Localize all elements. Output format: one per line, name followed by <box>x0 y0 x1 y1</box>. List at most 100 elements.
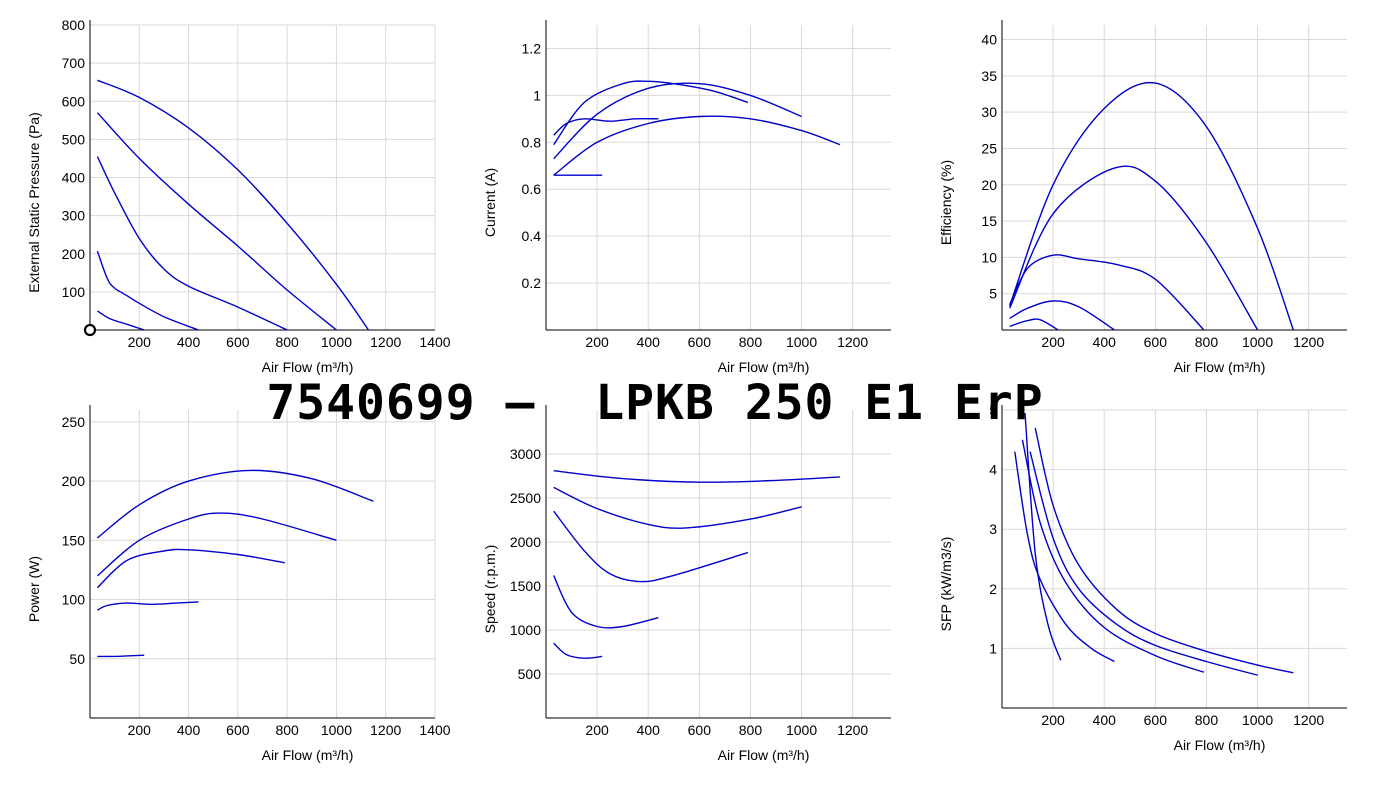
y-tick-label: 800 <box>62 17 86 33</box>
series-line-2 <box>96 512 337 577</box>
y-tick-label: 3000 <box>510 446 541 462</box>
series-line-2 <box>1009 165 1259 331</box>
y-tick-label: 35 <box>981 68 997 84</box>
series-line-4 <box>96 250 199 331</box>
x-tick-label: 800 <box>739 334 763 350</box>
y-axis-label: Current (A) <box>482 168 498 237</box>
chart-6: 200 400 600 800 1000 1200 1 2 3 4 5 Air Flow (m³/h)… <box>938 402 1347 753</box>
x-tick-label: 400 <box>637 334 661 350</box>
y-tick-label: 1000 <box>510 622 541 638</box>
y-tick-label: 1 <box>533 87 541 103</box>
series-line-1 <box>553 470 840 483</box>
x-tick-label: 600 <box>688 334 712 350</box>
y-tick-label: 500 <box>518 666 542 682</box>
x-tick-label: 1200 <box>1293 712 1324 728</box>
x-tick-label: 1000 <box>1242 334 1273 350</box>
y-tick-label: 15 <box>981 213 997 229</box>
x-tick-label: 600 <box>226 334 250 350</box>
y-tick-label: 0.4 <box>522 228 542 244</box>
series-line-2 <box>1029 451 1258 676</box>
y-tick-label: 20 <box>981 177 997 193</box>
x-axis-label: Air Flow (m³/h) <box>718 359 810 375</box>
series-line-3 <box>1021 439 1205 673</box>
y-axis-label: Efficiency (%) <box>938 160 954 245</box>
origin-marker[interactable] <box>83 323 97 337</box>
x-axis-label: Air Flow (m³/h) <box>262 747 354 763</box>
series-line-3 <box>553 80 749 146</box>
series-line-3 <box>96 548 285 589</box>
x-tick-label: 1200 <box>370 334 401 350</box>
x-tick-label: 600 <box>1144 712 1168 728</box>
x-tick-label: 200 <box>128 722 152 738</box>
x-tick-label: 200 <box>1041 334 1065 350</box>
y-tick-label: 25 <box>981 140 997 156</box>
y-tick-label: 100 <box>62 592 86 608</box>
x-tick-label: 1000 <box>786 334 817 350</box>
x-tick-label: 1000 <box>786 722 817 738</box>
y-tick-label: 500 <box>62 131 86 147</box>
y-tick-label: 0.2 <box>522 275 542 291</box>
x-tick-label: 1200 <box>1293 334 1324 350</box>
series-line-5 <box>1009 318 1059 331</box>
series-line-1 <box>1009 81 1294 331</box>
y-tick-label: 4 <box>989 462 997 478</box>
x-tick-label: 200 <box>585 334 609 350</box>
series-line-4 <box>1009 300 1115 331</box>
series-line-5 <box>553 642 603 659</box>
series-line-5 <box>97 654 145 658</box>
y-tick-label: 5 <box>989 286 997 302</box>
y-tick-label: 10 <box>981 249 997 265</box>
y-tick-label: 30 <box>981 104 997 120</box>
y-tick-label: 2500 <box>510 490 541 506</box>
y-tick-label: 250 <box>62 414 86 430</box>
y-tick-label: 100 <box>62 284 86 300</box>
x-tick-label: 800 <box>275 722 299 738</box>
x-tick-label: 400 <box>1093 334 1117 350</box>
x-tick-label: 1200 <box>370 722 401 738</box>
series-line-2 <box>553 486 802 529</box>
x-tick-label: 800 <box>1195 334 1219 350</box>
x-tick-label: 600 <box>688 722 712 738</box>
y-tick-label: 50 <box>69 651 85 667</box>
x-tick-label: 800 <box>739 722 763 738</box>
y-tick-label: 3 <box>989 521 997 537</box>
y-tick-label: 1.2 <box>522 40 542 56</box>
x-axis-label: Air Flow (m³/h) <box>1174 359 1266 375</box>
x-tick-label: 400 <box>1093 712 1117 728</box>
chart-4: 200 400 600 800 1000 1200 1400 50 100 150 200 250 Ai… <box>26 405 451 763</box>
series-line-1 <box>96 469 374 539</box>
y-tick-label: 600 <box>62 93 86 109</box>
y-tick-label: 1 <box>989 640 997 656</box>
x-axis-label: Air Flow (m³/h) <box>718 747 810 763</box>
chart-5: 200 400 600 800 1000 1200 500 1000 1500 2000 2500 3… <box>482 405 891 763</box>
series-line-1 <box>1034 427 1294 674</box>
x-tick-label: 1000 <box>1242 712 1273 728</box>
y-tick-label: 200 <box>62 246 86 262</box>
series-line-1 <box>553 115 841 176</box>
x-tick-label: 800 <box>275 334 299 350</box>
x-tick-label: 400 <box>637 722 661 738</box>
y-tick-label: 2 <box>989 581 997 597</box>
y-tick-label: 300 <box>62 208 86 224</box>
series-line-5 <box>1024 412 1062 661</box>
series-line-5 <box>97 310 145 331</box>
main-title: 7540699 – LPKB 250 E1 ErP <box>266 375 1044 431</box>
series-line-2 <box>96 112 337 331</box>
x-tick-label: 400 <box>177 722 201 738</box>
x-tick-label: 800 <box>1195 712 1219 728</box>
x-tick-label: 200 <box>128 334 152 350</box>
y-tick-label: 40 <box>981 32 997 48</box>
x-axis-label: Air Flow (m³/h) <box>1174 737 1266 753</box>
x-tick-label: 600 <box>226 722 250 738</box>
y-tick-label: 200 <box>62 473 86 489</box>
x-tick-label: 400 <box>177 334 201 350</box>
y-axis-label: Speed (r.p.m.) <box>482 545 498 634</box>
x-tick-label: 1200 <box>837 334 868 350</box>
x-tick-label: 1000 <box>321 334 352 350</box>
chart-1: 200 400 600 800 1000 1200 1400 100 200 300 400 500 6… <box>26 17 451 375</box>
chart-2: 200 400 600 800 1000 1200 0.2 0.4 0.6 0.8 1 1.2 Air … <box>482 20 891 375</box>
y-tick-label: 400 <box>62 170 86 186</box>
x-tick-label: 1400 <box>419 334 450 350</box>
series-line-3 <box>96 156 288 331</box>
